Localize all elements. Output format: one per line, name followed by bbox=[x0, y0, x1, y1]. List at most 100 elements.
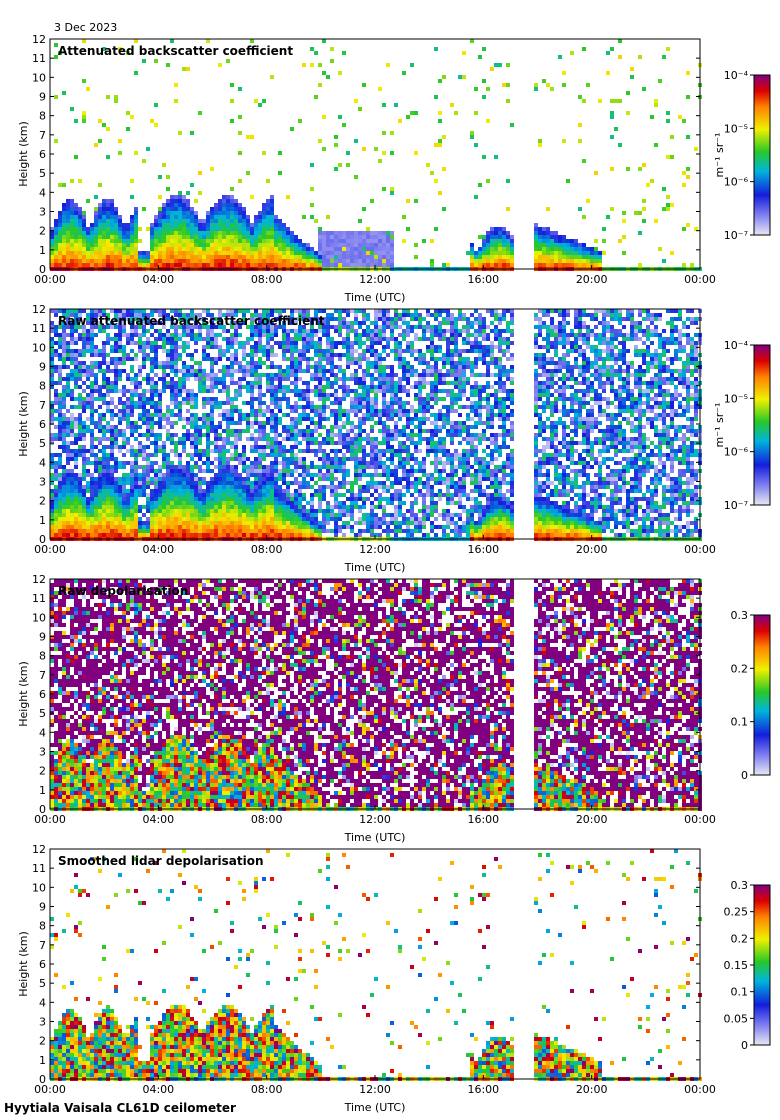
heatmap-cell bbox=[230, 99, 234, 103]
heatmap-cell bbox=[450, 103, 454, 107]
heatmap-cell bbox=[686, 71, 690, 75]
heatmap-cell bbox=[346, 151, 350, 155]
heatmap-cell bbox=[142, 251, 146, 255]
heatmap-cell bbox=[66, 239, 70, 243]
heatmap-cell bbox=[106, 127, 110, 131]
heatmap-cell bbox=[330, 259, 334, 263]
heatmap-cell bbox=[102, 429, 106, 433]
heatmap-cell bbox=[86, 533, 90, 537]
heatmap-cell bbox=[374, 243, 378, 247]
heatmap-cell bbox=[174, 263, 178, 267]
heatmap-cell bbox=[578, 243, 582, 247]
heatmap-cell bbox=[242, 215, 246, 219]
heatmap-cell bbox=[70, 333, 74, 337]
heatmap-cell bbox=[162, 223, 166, 227]
heatmap-cell bbox=[74, 457, 78, 461]
heatmap-cell bbox=[206, 247, 210, 251]
heatmap-cell bbox=[482, 259, 486, 263]
heatmap-cell bbox=[394, 103, 398, 107]
heatmap-cell bbox=[94, 211, 98, 215]
heatmap-cell bbox=[90, 449, 94, 453]
heatmap-cell bbox=[222, 247, 226, 251]
heatmap-cell bbox=[62, 211, 66, 215]
heatmap-cell bbox=[182, 239, 186, 243]
heatmap-cell bbox=[66, 433, 70, 437]
heatmap-cell bbox=[66, 349, 70, 353]
heatmap-cell bbox=[66, 505, 70, 509]
heatmap-cell bbox=[190, 227, 194, 231]
heatmap-cell bbox=[186, 231, 190, 235]
heatmap-cell bbox=[134, 215, 138, 219]
heatmap-cell bbox=[78, 405, 82, 409]
heatmap-cell bbox=[238, 251, 242, 255]
heatmap-cell bbox=[538, 243, 542, 247]
heatmap-cell bbox=[82, 79, 86, 83]
heatmap-cell bbox=[174, 227, 178, 231]
heatmap-cell bbox=[302, 215, 306, 219]
heatmap-cell bbox=[378, 243, 382, 247]
heatmap-cell bbox=[70, 259, 74, 263]
heatmap-cell bbox=[54, 263, 58, 267]
heatmap-cell bbox=[270, 211, 274, 215]
heatmap-cell bbox=[106, 207, 110, 211]
heatmap-cell bbox=[94, 259, 98, 263]
heatmap-cell bbox=[78, 377, 82, 381]
heatmap-cell bbox=[230, 239, 234, 243]
heatmap-cell bbox=[82, 247, 86, 251]
heatmap-cell bbox=[126, 223, 130, 227]
heatmap-cell bbox=[218, 63, 222, 67]
heatmap-cell bbox=[290, 259, 294, 263]
heatmap-cell bbox=[234, 243, 238, 247]
heatmap-cell bbox=[542, 263, 546, 267]
heatmap-cell bbox=[54, 501, 58, 505]
heatmap-cell bbox=[78, 521, 82, 525]
heatmap-cell bbox=[50, 349, 54, 353]
heatmap-cell bbox=[246, 231, 250, 235]
heatmap-cell bbox=[78, 243, 82, 247]
y-tick-label: 1 bbox=[39, 244, 46, 257]
heatmap-cell bbox=[58, 409, 62, 413]
heatmap-cell bbox=[54, 437, 58, 441]
heatmap-cell bbox=[66, 501, 70, 505]
heatmap-cell bbox=[470, 39, 474, 43]
heatmap-cell bbox=[162, 203, 166, 207]
heatmap-cell bbox=[594, 171, 598, 175]
heatmap-cell bbox=[50, 231, 54, 235]
heatmap-cell bbox=[262, 207, 266, 211]
heatmap-cell bbox=[74, 255, 78, 259]
heatmap-cell bbox=[362, 231, 366, 235]
heatmap-cell bbox=[294, 259, 298, 263]
heatmap-cell bbox=[390, 251, 394, 255]
heatmap-cell bbox=[626, 111, 630, 115]
heatmap-cell bbox=[326, 243, 330, 247]
y-tick-label: 7 bbox=[39, 129, 46, 142]
heatmap-cell bbox=[102, 461, 106, 465]
heatmap-cell bbox=[74, 485, 78, 489]
heatmap-cell bbox=[666, 195, 670, 199]
heatmap-cell bbox=[166, 63, 170, 67]
heatmap-cell bbox=[66, 341, 70, 345]
heatmap-cell bbox=[74, 207, 78, 211]
heatmap-cell bbox=[534, 251, 538, 255]
heatmap-cell bbox=[174, 219, 178, 223]
heatmap-cell bbox=[166, 223, 170, 227]
heatmap-cell bbox=[246, 227, 250, 231]
heatmap-cell bbox=[562, 139, 566, 143]
heatmap-cell bbox=[274, 255, 278, 259]
heatmap-cell bbox=[102, 353, 106, 357]
heatmap-cell bbox=[94, 361, 98, 365]
heatmap-cell bbox=[342, 251, 346, 255]
heatmap-cell bbox=[162, 215, 166, 219]
heatmap-cell bbox=[94, 385, 98, 389]
heatmap-cell bbox=[74, 421, 78, 425]
heatmap-cell bbox=[226, 59, 230, 63]
heatmap-cell bbox=[474, 143, 478, 147]
heatmap-cell bbox=[470, 255, 474, 259]
heatmap-cell bbox=[550, 247, 554, 251]
heatmap-cell bbox=[106, 421, 110, 425]
heatmap-cell bbox=[98, 215, 102, 219]
heatmap-cell bbox=[62, 207, 66, 211]
heatmap-cell bbox=[70, 477, 74, 481]
heatmap-cell bbox=[54, 453, 58, 457]
heatmap-cell bbox=[102, 533, 106, 537]
